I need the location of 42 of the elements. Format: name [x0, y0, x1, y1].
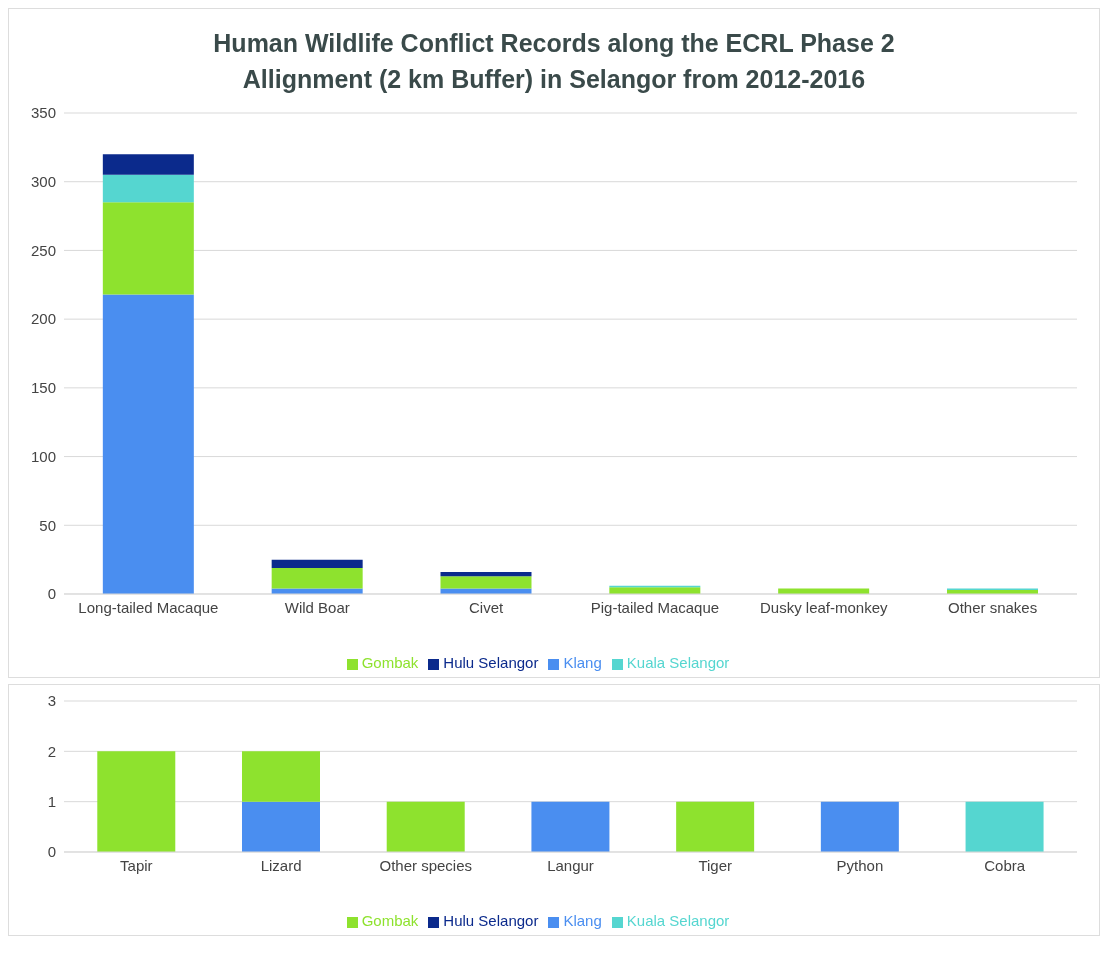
bar: [271, 567, 363, 589]
y-tick-label: 100: [30, 447, 56, 465]
legend-label: Klang: [563, 912, 602, 929]
y-tick-label: 50: [39, 516, 56, 534]
x-tick-label: Dusky leaf-monkey: [759, 598, 889, 616]
chart-title: Human Wildlife Conflict Records along the ECRL Phase 2 Allignment (2 km Buffer) in Selangor from 2012-2016: [212, 28, 896, 95]
x-tick-label: Other snakes: [947, 598, 1038, 616]
x-tick-label: Cobra: [984, 856, 1026, 874]
x-tick-label: Langur: [547, 856, 594, 874]
x-tick-label: Lizard: [260, 856, 302, 874]
bar: [271, 559, 363, 568]
legend-label: Klang: [563, 654, 602, 671]
bar: [440, 572, 532, 577]
y-tick-label: 1: [47, 792, 56, 810]
x-tick-label: Python: [836, 856, 884, 874]
x-tick-label: Tiger: [698, 856, 733, 874]
x-tick-label: Civet: [468, 598, 504, 616]
y-tick-label: 250: [30, 241, 56, 259]
bar: [102, 174, 194, 203]
bar: [102, 202, 194, 295]
bar: [102, 154, 194, 175]
bar: [102, 294, 194, 594]
legend-label: Gombak: [361, 654, 419, 671]
y-tick-label: 0: [47, 585, 56, 603]
legend-label: Gombak: [361, 912, 419, 929]
x-tick-label: Pig-tailed Macaque: [590, 598, 720, 616]
legend-label: Hulu Selangor: [443, 912, 539, 929]
y-tick-label: 300: [30, 173, 56, 191]
legend-label: Kuala Selangor: [626, 654, 730, 671]
y-tick-label: 350: [30, 104, 56, 122]
y-tick-label: 2: [47, 742, 56, 760]
legend-label: Kuala Selangor: [626, 912, 730, 929]
y-tick-label: 150: [30, 379, 56, 397]
y-tick-label: 200: [30, 310, 56, 328]
x-tick-label: Tapir: [120, 856, 153, 874]
x-tick-label: Wild Boar: [284, 598, 350, 616]
bar: [440, 576, 532, 589]
legend-label: Hulu Selangor: [443, 654, 539, 671]
y-tick-label: 0: [47, 843, 56, 861]
x-tick-label: Long-tailed Macaque: [78, 598, 219, 616]
y-tick-label: 3: [47, 692, 56, 710]
x-tick-label: Other species: [379, 856, 473, 874]
